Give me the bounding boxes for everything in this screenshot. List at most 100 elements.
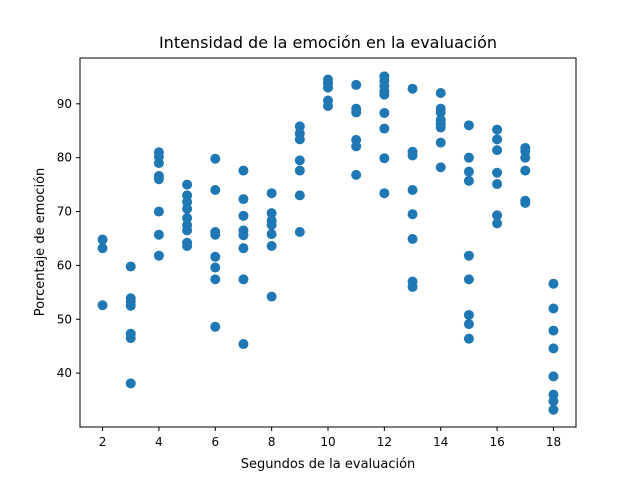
data-point xyxy=(492,167,503,178)
data-point xyxy=(351,107,362,118)
x-tick-label: 18 xyxy=(546,435,561,449)
data-point xyxy=(238,210,249,221)
data-point xyxy=(238,194,249,205)
data-point xyxy=(548,396,559,407)
data-point xyxy=(548,278,559,289)
data-point xyxy=(548,404,559,415)
data-point xyxy=(97,243,108,254)
y-tick-label: 90 xyxy=(57,97,72,111)
data-point xyxy=(238,243,249,254)
data-point xyxy=(351,169,362,180)
data-point xyxy=(210,262,221,273)
data-point xyxy=(435,107,446,118)
data-point xyxy=(463,175,474,186)
data-point xyxy=(407,281,418,292)
data-point xyxy=(210,321,221,332)
data-point xyxy=(294,134,305,145)
data-point xyxy=(407,150,418,161)
data-point xyxy=(182,196,193,207)
data-point xyxy=(294,121,305,132)
data-point xyxy=(492,124,503,135)
data-point xyxy=(266,188,277,199)
x-axis-label: Segundos de la evaluación xyxy=(241,457,416,472)
data-point xyxy=(238,339,249,350)
y-tick-label: 40 xyxy=(57,366,72,380)
data-point xyxy=(153,206,164,217)
y-axis-ticks: 40 50 60 70 80 90 xyxy=(57,97,80,380)
data-point xyxy=(125,333,136,344)
plot-frame xyxy=(79,57,577,428)
data-point xyxy=(210,274,221,285)
x-tick-label: 6 xyxy=(211,435,219,449)
y-tick-label: 80 xyxy=(57,151,72,165)
data-points xyxy=(97,71,559,415)
data-point xyxy=(435,137,446,148)
data-point xyxy=(463,333,474,344)
data-point xyxy=(182,203,193,214)
data-point xyxy=(294,155,305,166)
data-point xyxy=(266,241,277,251)
y-tick-label: 50 xyxy=(57,312,72,326)
data-point xyxy=(153,229,164,240)
data-point xyxy=(294,190,305,201)
data-point xyxy=(125,300,136,311)
data-point xyxy=(266,219,277,230)
data-point xyxy=(548,343,559,354)
data-point xyxy=(210,153,221,164)
data-point xyxy=(463,319,474,330)
data-point xyxy=(463,250,474,261)
data-point xyxy=(294,165,305,176)
data-point xyxy=(238,274,249,285)
data-point xyxy=(379,123,390,134)
data-point xyxy=(463,152,474,163)
data-point xyxy=(492,218,503,229)
data-point xyxy=(266,291,277,302)
data-point xyxy=(182,241,193,251)
data-point xyxy=(435,162,446,173)
x-tick-label: 16 xyxy=(489,435,504,449)
x-axis-ticks: 2 4 6 8 10 12 14 16 18 xyxy=(99,427,561,449)
data-point xyxy=(463,274,474,285)
data-point xyxy=(210,251,221,262)
data-point xyxy=(153,158,164,169)
data-point xyxy=(492,134,503,145)
data-point xyxy=(520,165,531,176)
data-point xyxy=(548,303,559,314)
x-tick-label: 10 xyxy=(320,435,335,449)
data-point xyxy=(435,122,446,133)
data-point xyxy=(492,210,503,221)
data-point xyxy=(238,165,249,176)
data-point xyxy=(294,227,305,237)
data-point xyxy=(97,234,108,245)
data-point xyxy=(548,325,559,336)
data-point xyxy=(153,174,164,185)
data-point xyxy=(435,88,446,99)
chart-title: Intensidad de la emoción en la evaluació… xyxy=(159,33,497,52)
data-point xyxy=(153,250,164,261)
data-point xyxy=(323,82,333,93)
data-point xyxy=(238,230,249,241)
data-point xyxy=(492,145,503,156)
data-point xyxy=(266,208,277,219)
data-point xyxy=(407,209,418,220)
data-point xyxy=(182,179,193,190)
data-point xyxy=(548,371,559,382)
data-point xyxy=(407,184,418,195)
data-point xyxy=(520,152,531,163)
y-tick-label: 70 xyxy=(57,205,72,219)
data-point xyxy=(97,300,108,311)
data-point xyxy=(351,141,362,152)
data-point xyxy=(463,120,474,131)
data-point xyxy=(492,179,503,190)
y-tick-label: 60 xyxy=(57,258,72,272)
data-point xyxy=(210,184,221,195)
y-axis-label: Porcentaje de emoción xyxy=(33,168,48,317)
data-point xyxy=(407,83,418,94)
data-point xyxy=(463,309,474,320)
data-point xyxy=(182,225,193,236)
data-point xyxy=(520,197,531,208)
data-point xyxy=(379,153,390,164)
data-point xyxy=(266,229,277,240)
data-point xyxy=(379,188,390,199)
